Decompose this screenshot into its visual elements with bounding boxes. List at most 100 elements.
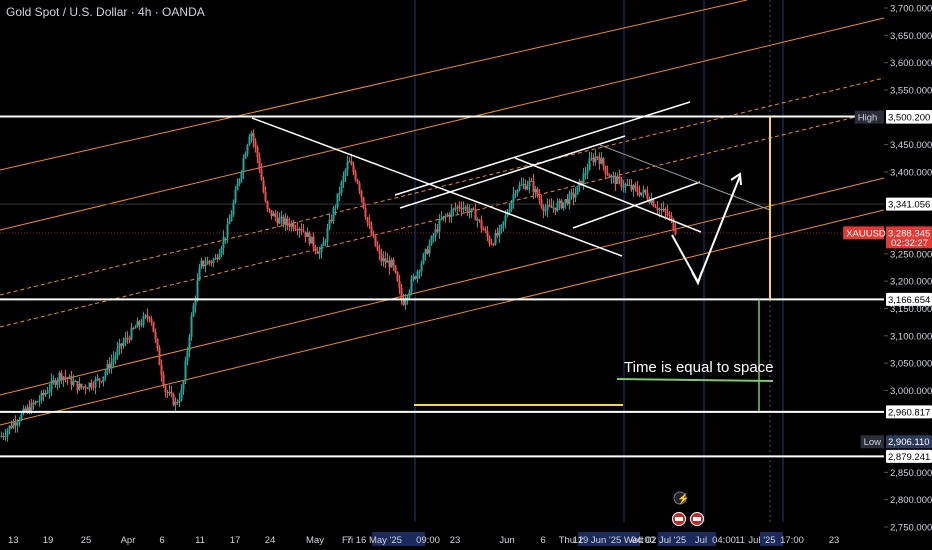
candle-body: [410, 279, 413, 292]
candle-body: [372, 234, 375, 237]
candle-body: [402, 299, 405, 305]
candle-body: [256, 146, 259, 158]
candle-body: [322, 242, 325, 247]
candle-body: [12, 422, 15, 428]
candle-body: [506, 213, 509, 216]
price-tag-prefix: [843, 226, 884, 240]
candle-body: [392, 259, 395, 266]
trend-line[interactable]: [251, 117, 623, 257]
candle-body: [416, 271, 419, 279]
candle-body: [248, 136, 251, 145]
candle-body: [600, 158, 603, 164]
candle-body: [468, 211, 471, 213]
trend-line[interactable]: [514, 157, 702, 233]
price-tag-prefix-label: Low: [864, 437, 882, 448]
candle-body: [394, 265, 397, 273]
candle-body: [626, 184, 629, 186]
chart-title: Gold Spot / U.S. Dollar · 4h · OANDA: [6, 5, 205, 19]
candle-body: [208, 261, 211, 263]
candle-body: [456, 206, 459, 209]
candle-body: [228, 221, 231, 225]
candle-body: [604, 165, 607, 173]
candle-body: [384, 258, 387, 263]
candle-body: [48, 389, 51, 393]
green-time-line[interactable]: [616, 378, 774, 382]
candle-body: [62, 376, 65, 380]
candle-body: [480, 220, 483, 229]
trend-line[interactable]: [572, 181, 701, 229]
candle-body: [238, 178, 241, 184]
candle-body: [414, 276, 417, 279]
candle-body: [210, 261, 213, 263]
price-tag-label: 3,341.056: [888, 200, 930, 211]
x-tick-label: 17: [230, 535, 241, 546]
candle-body: [554, 207, 557, 211]
candle-body: [498, 228, 501, 236]
candle-body: [408, 291, 411, 297]
candle-body: [548, 205, 551, 207]
candle-body: [132, 327, 135, 329]
candle-body: [84, 386, 87, 389]
candle-body: [70, 376, 73, 385]
candle-body: [614, 175, 617, 184]
orange-channel-line: [0, 177, 885, 396]
candle-body: [314, 246, 317, 251]
candle-body: [168, 392, 171, 394]
time-axis-highlight: [372, 532, 425, 546]
candle-body: [598, 156, 601, 164]
candle-body: [644, 189, 647, 193]
candle-body: [86, 388, 89, 390]
candle-body: [378, 249, 381, 254]
candle-body: [618, 176, 621, 179]
candle-body: [318, 251, 321, 254]
candle-body: [602, 158, 605, 166]
candle-body: [198, 267, 201, 281]
price-tag-label: 3,500.200: [888, 113, 930, 124]
price-tag-countdown: 02:32:27: [891, 238, 928, 249]
trend-line[interactable]: [399, 135, 626, 209]
price-tag: [886, 435, 932, 449]
lightning-icon[interactable]: [673, 491, 687, 505]
candle-body: [638, 192, 641, 196]
candle-body: [436, 229, 439, 232]
annotation-text[interactable]: Time is equal to space: [624, 359, 774, 376]
candle-body: [160, 365, 163, 376]
candle-body: [158, 348, 161, 366]
candle-body: [432, 236, 435, 238]
candle-body: [534, 188, 537, 193]
candle-body: [178, 399, 181, 403]
candle-body: [250, 133, 253, 137]
candle-body: [184, 361, 187, 382]
candle-body: [206, 261, 209, 265]
candle-body: [660, 208, 663, 210]
candle-body: [446, 214, 449, 217]
orange-channel-line: [0, 17, 885, 231]
trend-line[interactable]: [394, 101, 691, 196]
y-tick-label: 3,250.000: [890, 249, 932, 260]
candle-body: [388, 260, 391, 268]
x-tick-label: 24: [265, 535, 276, 546]
x-tick-label: 11: [735, 535, 745, 546]
candle-body: [72, 381, 75, 385]
y-tick-label: 3,200.000: [890, 277, 932, 288]
arrow-up-icon: [730, 172, 742, 186]
candle-body: [466, 207, 469, 213]
candle-body: [382, 258, 385, 262]
candle-body: [58, 372, 61, 381]
candle-body: [412, 276, 415, 280]
candle-body: [616, 176, 619, 184]
candle-body: [634, 185, 637, 188]
candle-body: [658, 208, 661, 210]
trend-line[interactable]: [599, 144, 771, 211]
candle-body: [10, 425, 13, 428]
candle-body: [476, 219, 479, 221]
candle-body: [80, 383, 83, 388]
candle-body: [272, 213, 275, 217]
x-tick-label: 6: [159, 535, 164, 546]
price-tag: [886, 226, 932, 249]
flag-stripe: [675, 517, 683, 521]
candle-body: [518, 185, 521, 191]
x-tick-label: 6: [540, 535, 545, 546]
